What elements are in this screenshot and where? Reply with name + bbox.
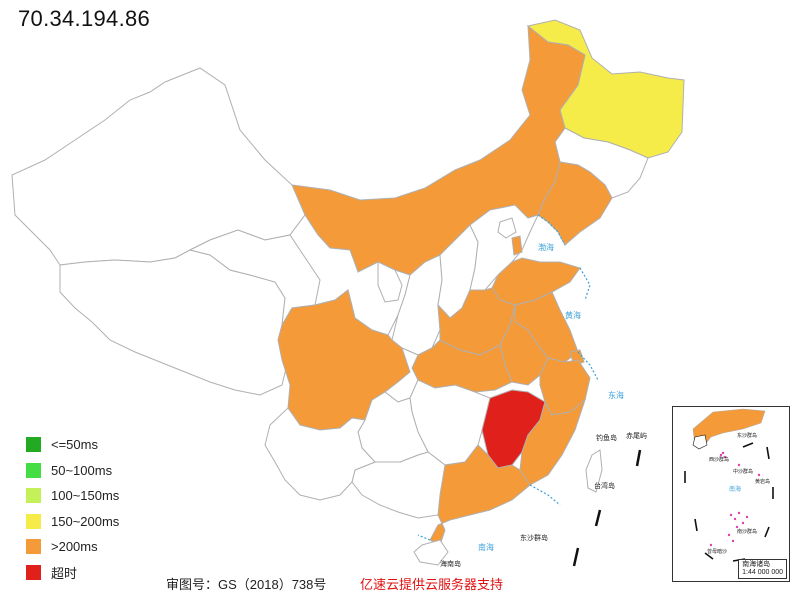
inset-label-huangyan: 黄岩岛 <box>755 478 770 485</box>
inset-hainan <box>692 434 708 450</box>
province-inner-mongolia[interactable] <box>291 24 586 276</box>
south-china-sea-inset: 东沙群岛 西沙群岛 中沙群岛 南海 黄岩岛 南沙群岛 曾母暗沙 南海诸岛 1:4… <box>672 406 790 582</box>
legend-label: 100~150ms <box>51 488 120 504</box>
province-taiwan[interactable] <box>585 449 603 493</box>
legend-label: >200ms <box>51 539 98 555</box>
inset-map: 东沙群岛 西沙群岛 中沙群岛 南海 黄岩岛 南沙群岛 曾母暗沙 <box>684 408 774 562</box>
inset-caption: 南海诸岛 1:44 000 000 <box>738 559 787 579</box>
province-fujian[interactable] <box>519 398 587 486</box>
inset-label-dongsha: 东沙群岛 <box>737 432 757 439</box>
inset-label-zengmu: 曾母暗沙 <box>707 548 727 555</box>
sea-label-bohai: 渤海 <box>538 242 554 252</box>
legend-swatch <box>26 462 41 478</box>
island-label-hainan: 海南岛 <box>440 559 461 568</box>
legend-item: 超时 <box>26 560 119 586</box>
province-hainan[interactable] <box>413 539 449 566</box>
legend-item: >200ms <box>26 534 119 560</box>
map-approval-number: 审图号：GS（2018）738号 <box>166 577 327 592</box>
sea-label-donghai: 东海 <box>608 390 624 400</box>
inset-label-zhongsha: 中沙群岛 <box>733 468 753 475</box>
legend-item: <=50ms <box>26 432 119 458</box>
legend-swatch <box>26 539 41 555</box>
legend-swatch <box>26 437 41 453</box>
island-label-taiwan: 台湾岛 <box>594 481 615 490</box>
inset-caption-title: 南海诸岛 <box>742 561 771 568</box>
inset-label-nanhai: 南海 <box>729 485 741 493</box>
legend-swatch <box>26 488 41 504</box>
province-guangdong[interactable] <box>429 444 531 546</box>
sponsor-credit-link[interactable]: 亿速云提供云服务器支持 <box>360 577 504 592</box>
inset-dashes <box>684 442 774 562</box>
province-ningxia[interactable] <box>377 261 403 303</box>
legend-label: 超时 <box>51 565 78 581</box>
legend-label: 50~100ms <box>51 462 113 478</box>
legend: <=50ms 50~100ms 100~150ms 150~200ms >200… <box>26 432 119 585</box>
legend-label: 150~200ms <box>51 513 120 529</box>
province-xinjiang[interactable] <box>11 67 306 266</box>
inset-label-xisha: 西沙群岛 <box>709 456 729 463</box>
inset-caption-scale: 1:44 000 000 <box>742 569 783 576</box>
province-beijing[interactable] <box>497 217 517 239</box>
island-label-dongsha: 东沙群岛 <box>520 533 548 542</box>
legend-item: 150~200ms <box>26 509 119 535</box>
legend-label: <=50ms <box>51 437 98 453</box>
province-hebei[interactable] <box>469 204 539 291</box>
ip-title: 70.34.194.86 <box>18 6 151 31</box>
legend-swatch <box>26 513 41 529</box>
legend-item: 50~100ms <box>26 458 119 484</box>
boundary-dashes <box>572 449 642 567</box>
island-label-diaoyu: 钓鱼岛 <box>596 433 617 442</box>
coastline-water <box>417 214 599 541</box>
sea-label-nanhai: 南海 <box>478 542 494 552</box>
island-label-chiwei: 赤尾屿 <box>626 431 647 440</box>
inset-label-nansha: 南沙群岛 <box>737 528 757 535</box>
province-tianjin[interactable] <box>511 235 523 256</box>
province-yunnan[interactable] <box>264 407 376 501</box>
sea-label-huanghai: 黄海 <box>565 310 581 320</box>
inset-island-dots <box>709 451 761 547</box>
legend-swatch <box>26 564 41 580</box>
legend-item: 100~150ms <box>26 483 119 509</box>
